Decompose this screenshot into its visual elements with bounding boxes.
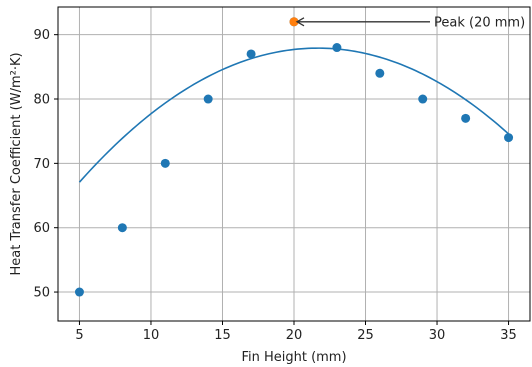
annotation-label: Peak (20 mm) xyxy=(434,15,525,30)
y-tick-label: 60 xyxy=(33,221,50,236)
data-point xyxy=(504,133,514,143)
y-tick-label: 70 xyxy=(33,157,50,172)
y-tick-label: 80 xyxy=(33,93,50,108)
data-point xyxy=(74,287,84,297)
data-point xyxy=(332,43,342,53)
x-axis-label: Fin Height (mm) xyxy=(241,350,346,365)
data-point xyxy=(160,158,170,168)
data-point xyxy=(203,94,213,104)
data-point xyxy=(117,223,127,233)
y-axis-ticks: 50 60 70 80 90 xyxy=(33,28,58,301)
x-tick-label: 30 xyxy=(429,328,446,343)
x-tick-label: 25 xyxy=(357,328,374,343)
data-point xyxy=(246,49,256,59)
x-tick-label: 20 xyxy=(286,328,303,343)
x-tick-label: 15 xyxy=(214,328,231,343)
grid xyxy=(58,7,530,321)
data-point xyxy=(375,68,385,78)
data-point xyxy=(461,113,471,123)
data-points xyxy=(74,17,514,297)
peak-point xyxy=(289,17,299,27)
peak-annotation: Peak (20 mm) xyxy=(295,15,525,30)
x-tick-label: 5 xyxy=(75,328,83,343)
y-tick-label: 50 xyxy=(33,286,50,301)
x-tick-label: 35 xyxy=(500,328,517,343)
x-axis-ticks: 5 10 15 20 25 30 35 xyxy=(75,321,517,343)
x-tick-label: 10 xyxy=(143,328,160,343)
data-point xyxy=(418,94,428,104)
y-axis-label: Heat Transfer Coefficient (W/m²·K) xyxy=(9,52,24,275)
fit-curve xyxy=(78,47,510,183)
annotation-arrowhead xyxy=(295,17,305,27)
y-tick-label: 90 xyxy=(33,28,50,43)
